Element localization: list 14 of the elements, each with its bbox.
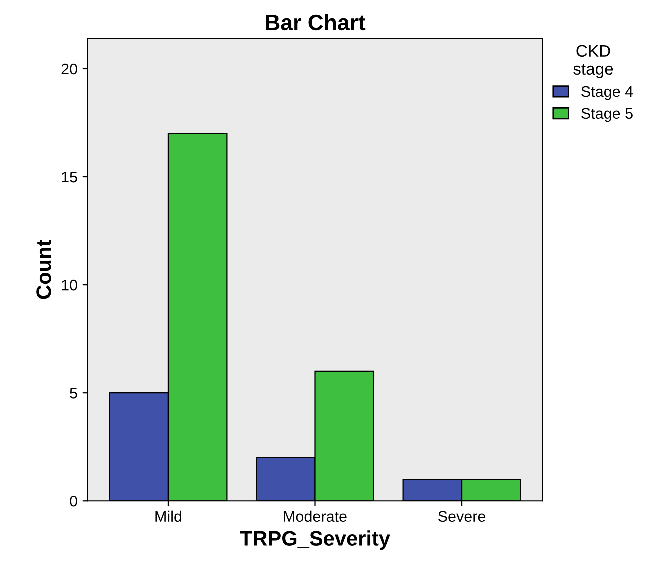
chart-title: Bar Chart — [266, 14, 366, 31]
x-tick-label: Severe — [438, 511, 486, 522]
legend-label: Stage 4 — [582, 86, 634, 100]
y-tick-label: 20 — [62, 64, 78, 75]
x-axis-title: TRPG_Severity — [240, 530, 390, 550]
y-tick-label: 5 — [70, 388, 78, 399]
x-tick-label: Moderate — [284, 510, 347, 522]
x-tick-label: Mild — [156, 510, 182, 522]
legend-label: Stage 5 — [582, 108, 633, 122]
y-tick-label: 0 — [70, 496, 78, 507]
y-axis-title: Count — [36, 240, 52, 300]
legend-title: CKD stage — [574, 45, 614, 78]
y-tick-label: 15 — [62, 172, 78, 183]
y-tick-label: 10 — [62, 280, 78, 291]
